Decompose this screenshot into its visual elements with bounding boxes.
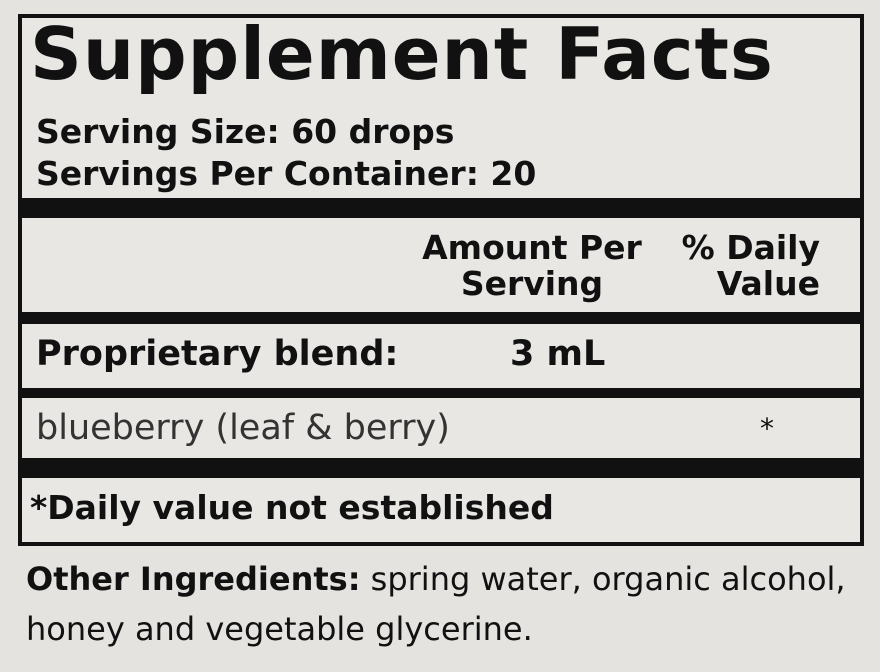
row-amount: 3 mL [510, 334, 606, 374]
other-ingredients-label: Other Ingredients: [26, 560, 361, 598]
footnote: *Daily value not established [30, 488, 554, 527]
divider-thick [22, 198, 860, 218]
dv-header-line1: % Daily [681, 228, 820, 267]
amount-per-serving-header: Amount Per Serving [412, 230, 652, 302]
divider-medium [22, 312, 860, 324]
dv-header-line2: Value [716, 264, 820, 303]
daily-value-header: % Daily Value [652, 230, 820, 302]
amount-header-line1: Amount Per [422, 228, 642, 267]
divider-medium [22, 388, 860, 398]
panel-title: Supplement Facts [30, 12, 774, 96]
divider-thick [22, 458, 860, 478]
other-ingredients-text: spring water, organic alcohol, honey and… [26, 560, 846, 648]
row-name: blueberry (leaf & berry) [36, 408, 450, 448]
amount-header-line2: Serving [460, 264, 604, 303]
row-dv: * [760, 412, 774, 445]
serving-size: Serving Size: 60 drops [36, 112, 455, 151]
supplement-facts-panel: Supplement Facts Serving Size: 60 drops … [18, 12, 864, 546]
row-name: Proprietary blend: [36, 334, 399, 374]
servings-per-container: Servings Per Container: 20 [36, 154, 537, 193]
other-ingredients: Other Ingredients: spring water, organic… [26, 554, 856, 654]
